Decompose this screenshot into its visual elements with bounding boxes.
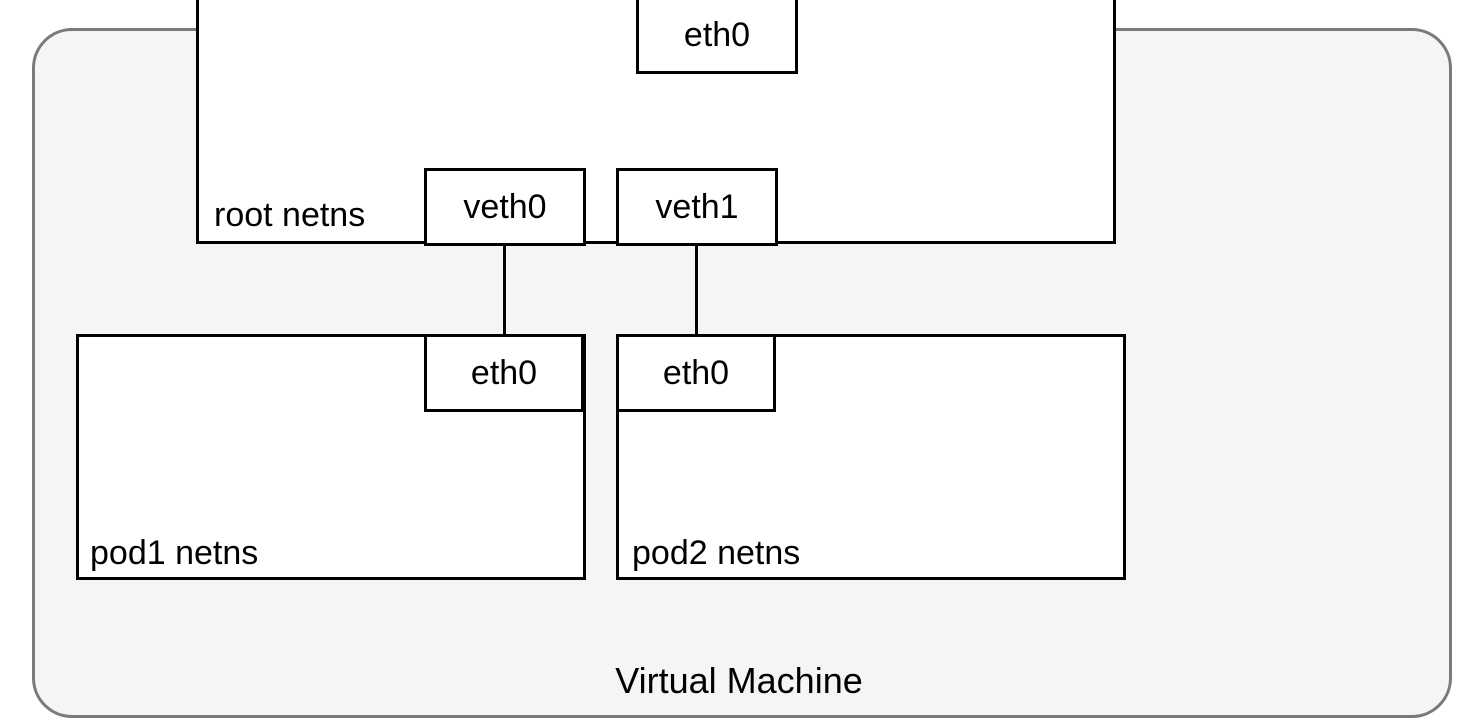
vm-title: Virtual Machine	[0, 660, 1478, 702]
veth1-label: veth1	[655, 188, 738, 227]
veth0-box: veth0	[424, 168, 586, 246]
pod1-netns-label: pod1 netns	[90, 534, 258, 573]
pod2-netns-label: pod2 netns	[632, 534, 800, 573]
pod2-eth0-label: eth0	[663, 354, 729, 393]
veth0-label: veth0	[463, 188, 546, 227]
connector-veth1-pod2	[695, 246, 698, 334]
root-netns-label: root netns	[214, 196, 365, 235]
pod1-eth0-box: eth0	[424, 334, 584, 412]
eth0-top-label: eth0	[684, 16, 750, 55]
eth0-top-box: eth0	[636, 0, 798, 74]
pod1-eth0-label: eth0	[471, 354, 537, 393]
pod2-eth0-box: eth0	[616, 334, 776, 412]
veth1-box: veth1	[616, 168, 778, 246]
connector-veth0-pod1	[503, 246, 506, 334]
